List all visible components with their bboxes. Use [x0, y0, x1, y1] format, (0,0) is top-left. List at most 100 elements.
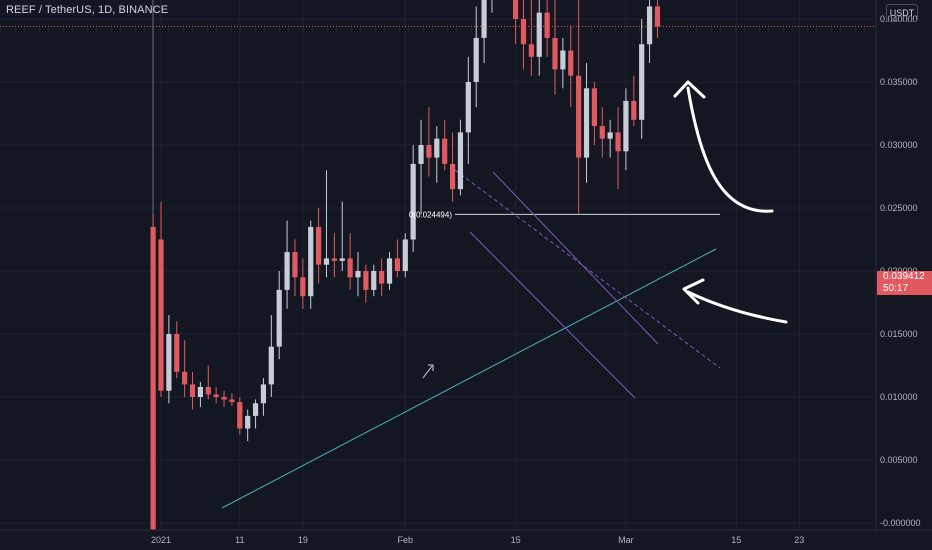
- candle-body: [520, 19, 527, 45]
- candle-body: [229, 399, 235, 403]
- candle-body: [260, 384, 267, 404]
- time-tick-label: 11: [235, 535, 244, 545]
- candle: [646, 0, 653, 64]
- candle: [355, 252, 361, 297]
- candle: [552, 0, 558, 95]
- candle-body: [252, 403, 259, 416]
- candle-body: [457, 132, 464, 190]
- candle: [174, 321, 180, 379]
- candle: [465, 56, 471, 164]
- arrow-up-curve: [686, 86, 774, 213]
- grid-lines: [0, 0, 876, 530]
- arrow-left-curve: [686, 290, 788, 324]
- candle: [197, 381, 203, 408]
- symbol-title[interactable]: REEF / TetherUS, 1D, BINANCE: [6, 4, 169, 16]
- candle-body: [631, 100, 637, 120]
- candle: [457, 119, 464, 196]
- drawing-tools: [0, 25, 876, 509]
- candle-body: [205, 386, 211, 395]
- candle: [426, 107, 432, 177]
- candle-body: [599, 126, 605, 139]
- hand-drawn-arrows: [422, 80, 788, 379]
- candle-body: [583, 88, 590, 158]
- candle: [245, 409, 251, 442]
- candle-body: [347, 258, 353, 278]
- candle-body: [544, 12, 550, 38]
- price-tick-label: 0.010000: [880, 392, 918, 402]
- channel-upper-dashed: [454, 169, 721, 369]
- candle: [544, 0, 550, 57]
- candle-body: [316, 226, 322, 265]
- candle: [252, 399, 259, 429]
- candle-body: [654, 6, 661, 27]
- candle: [213, 386, 219, 404]
- candle-body: [528, 44, 534, 57]
- candle: [536, 0, 542, 76]
- candle-body: [189, 384, 196, 397]
- candle: [371, 264, 377, 297]
- candle: [205, 365, 211, 400]
- candle: [599, 107, 605, 158]
- time-tick-label: Mar: [618, 535, 634, 545]
- candle: [339, 201, 345, 271]
- candle-body: [363, 271, 369, 290]
- candle-body: [513, 0, 519, 19]
- candle-body: [473, 37, 479, 82]
- candle: [615, 107, 621, 190]
- price-tick-label: -0.000000: [880, 518, 921, 528]
- price-tick-label: 0.015000: [880, 329, 918, 339]
- candle: [449, 132, 456, 202]
- candle: [347, 233, 353, 290]
- candle-body: [221, 397, 227, 400]
- candle-body: [536, 12, 542, 57]
- time-tick-label: 15: [511, 535, 521, 545]
- candle-body: [174, 334, 180, 372]
- candle-body: [213, 394, 219, 397]
- candle-body: [339, 258, 345, 261]
- candle: [276, 271, 282, 360]
- candle-body: [245, 415, 251, 429]
- candle: [394, 239, 400, 278]
- arrow-left-head: [682, 278, 705, 305]
- candle: [560, 37, 566, 89]
- candle: [229, 393, 235, 406]
- price-axis[interactable]: 0.0800000.0750000.0700000.0650000.060000…: [875, 0, 932, 530]
- time-tick-label: 23: [794, 535, 804, 545]
- candle: [410, 145, 416, 253]
- candle-body: [284, 252, 290, 290]
- price-tick-label: 0.005000: [880, 455, 918, 465]
- price-tick-label: 0.040000: [880, 14, 918, 24]
- candle: [260, 378, 267, 416]
- fibonacci-labels: 1.618(0.076182)0.786(0.049603)0.702(0.04…: [409, 210, 452, 219]
- last-price-value: 0.039412: [883, 271, 925, 282]
- time-axis[interactable]: 2021 11 19 Feb 15 Mar 15 23: [0, 529, 932, 550]
- candle-body: [371, 271, 377, 290]
- price-tick-label: 0.035000: [880, 77, 918, 87]
- candle-body: [607, 132, 613, 139]
- candle: [576, 0, 582, 215]
- time-tick-label: 15: [731, 535, 741, 545]
- candle-body: [465, 82, 471, 133]
- candle-body: [410, 163, 416, 240]
- candle-body: [442, 138, 448, 164]
- currency-button[interactable]: USDT: [886, 4, 918, 22]
- candle-body: [394, 258, 400, 271]
- candle: [284, 220, 290, 309]
- candle-body: [560, 50, 566, 70]
- price-tick-label: 0.030000: [880, 140, 918, 150]
- candle: [221, 390, 227, 408]
- candle-body: [166, 334, 172, 391]
- candle-body: [308, 226, 314, 297]
- candle-body: [150, 226, 156, 530]
- candle: [323, 170, 330, 278]
- time-axis-bg: [0, 530, 932, 550]
- candle: [481, 0, 487, 64]
- candle-body: [268, 346, 274, 385]
- time-tick-label: 2021: [151, 535, 171, 545]
- candle-body: [276, 289, 282, 347]
- candle: [268, 315, 274, 397]
- small-pointer-icon: [422, 364, 434, 379]
- candle-body: [568, 50, 574, 76]
- candle: [520, 0, 527, 70]
